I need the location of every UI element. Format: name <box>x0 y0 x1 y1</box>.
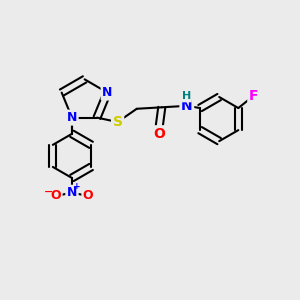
Text: N: N <box>67 186 77 199</box>
Text: O: O <box>50 189 61 202</box>
Text: −: − <box>44 187 54 197</box>
Text: S: S <box>112 115 123 129</box>
Text: +: + <box>74 182 81 191</box>
Text: O: O <box>83 189 94 202</box>
Text: N: N <box>102 86 112 99</box>
Text: N: N <box>181 99 193 113</box>
Text: N: N <box>67 111 77 124</box>
Text: H: H <box>182 92 191 101</box>
Text: F: F <box>249 89 258 103</box>
Text: O: O <box>153 127 165 141</box>
